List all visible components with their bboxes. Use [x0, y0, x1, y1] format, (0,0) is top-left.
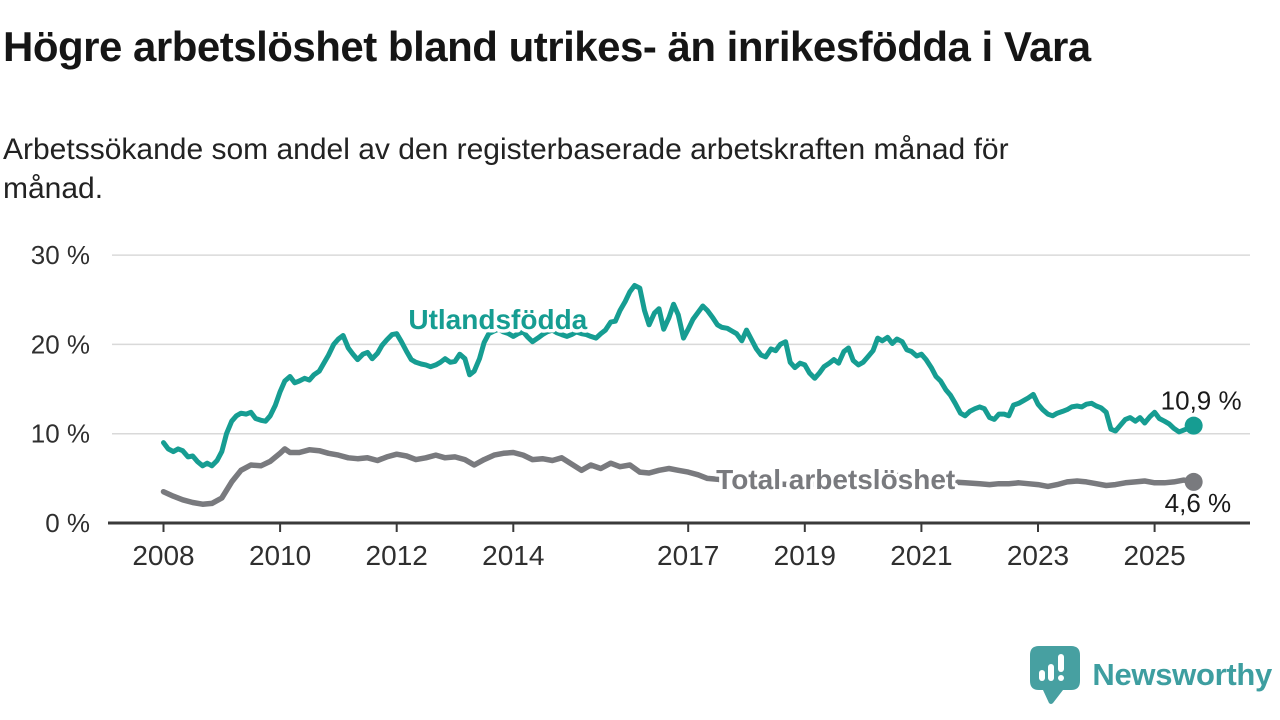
x-tick-label-2010: 2010 [249, 540, 311, 571]
series-inline-label-total: Total arbetslöshet [716, 464, 955, 495]
chart-title: Högre arbetslöshet bland utrikes- än inr… [3, 23, 1091, 70]
x-tick-label-2021: 2021 [890, 540, 952, 571]
y-tick-label-30: 30 % [31, 240, 90, 270]
chart-subtitle-line-1: Arbetssökande som andel av den registerb… [3, 133, 1009, 166]
logo-bar-2 [1048, 664, 1055, 681]
newsworthy-logo: Newsworthy [1029, 644, 1272, 706]
series-line-total [160, 446, 1197, 507]
x-tick-label-2012: 2012 [366, 540, 428, 571]
series-end-dot-utlandsfodda [1184, 416, 1203, 435]
logo-exclamation-dot [1058, 675, 1065, 681]
series-inline-label-utlandsfodda: Utlandsfödda [408, 304, 587, 335]
speech-bubble-shape [1030, 646, 1081, 704]
newsworthy-logo-text: Newsworthy [1092, 657, 1272, 692]
newsworthy-logo-icon [1030, 646, 1081, 704]
chart-subtitle-line-2: månad. [3, 172, 104, 205]
y-tick-label-0: 0 % [45, 508, 90, 538]
series-end-dot-total [1184, 472, 1203, 491]
chart-subtitle: Arbetssökande som andel av den registerb… [3, 130, 1223, 208]
x-tick-label-2025: 2025 [1123, 540, 1185, 571]
y-tick-label-20: 20 % [31, 329, 90, 359]
series-end-value-total: 4,6 % [1165, 488, 1232, 518]
x-tick-label-2014: 2014 [482, 540, 544, 571]
x-tick-label-2008: 2008 [132, 540, 194, 571]
x-tick-label-2019: 2019 [774, 540, 836, 571]
series-line-utlandsfodda [161, 283, 1197, 469]
x-tick-label-2017: 2017 [657, 540, 719, 571]
y-tick-label-10: 10 % [31, 419, 90, 449]
series-end-value-utlandsfodda: 10,9 % [1161, 386, 1242, 416]
logo-bar-1 [1039, 670, 1046, 681]
logo-exclamation-bar [1058, 654, 1065, 672]
x-tick-label-2023: 2023 [1007, 540, 1069, 571]
